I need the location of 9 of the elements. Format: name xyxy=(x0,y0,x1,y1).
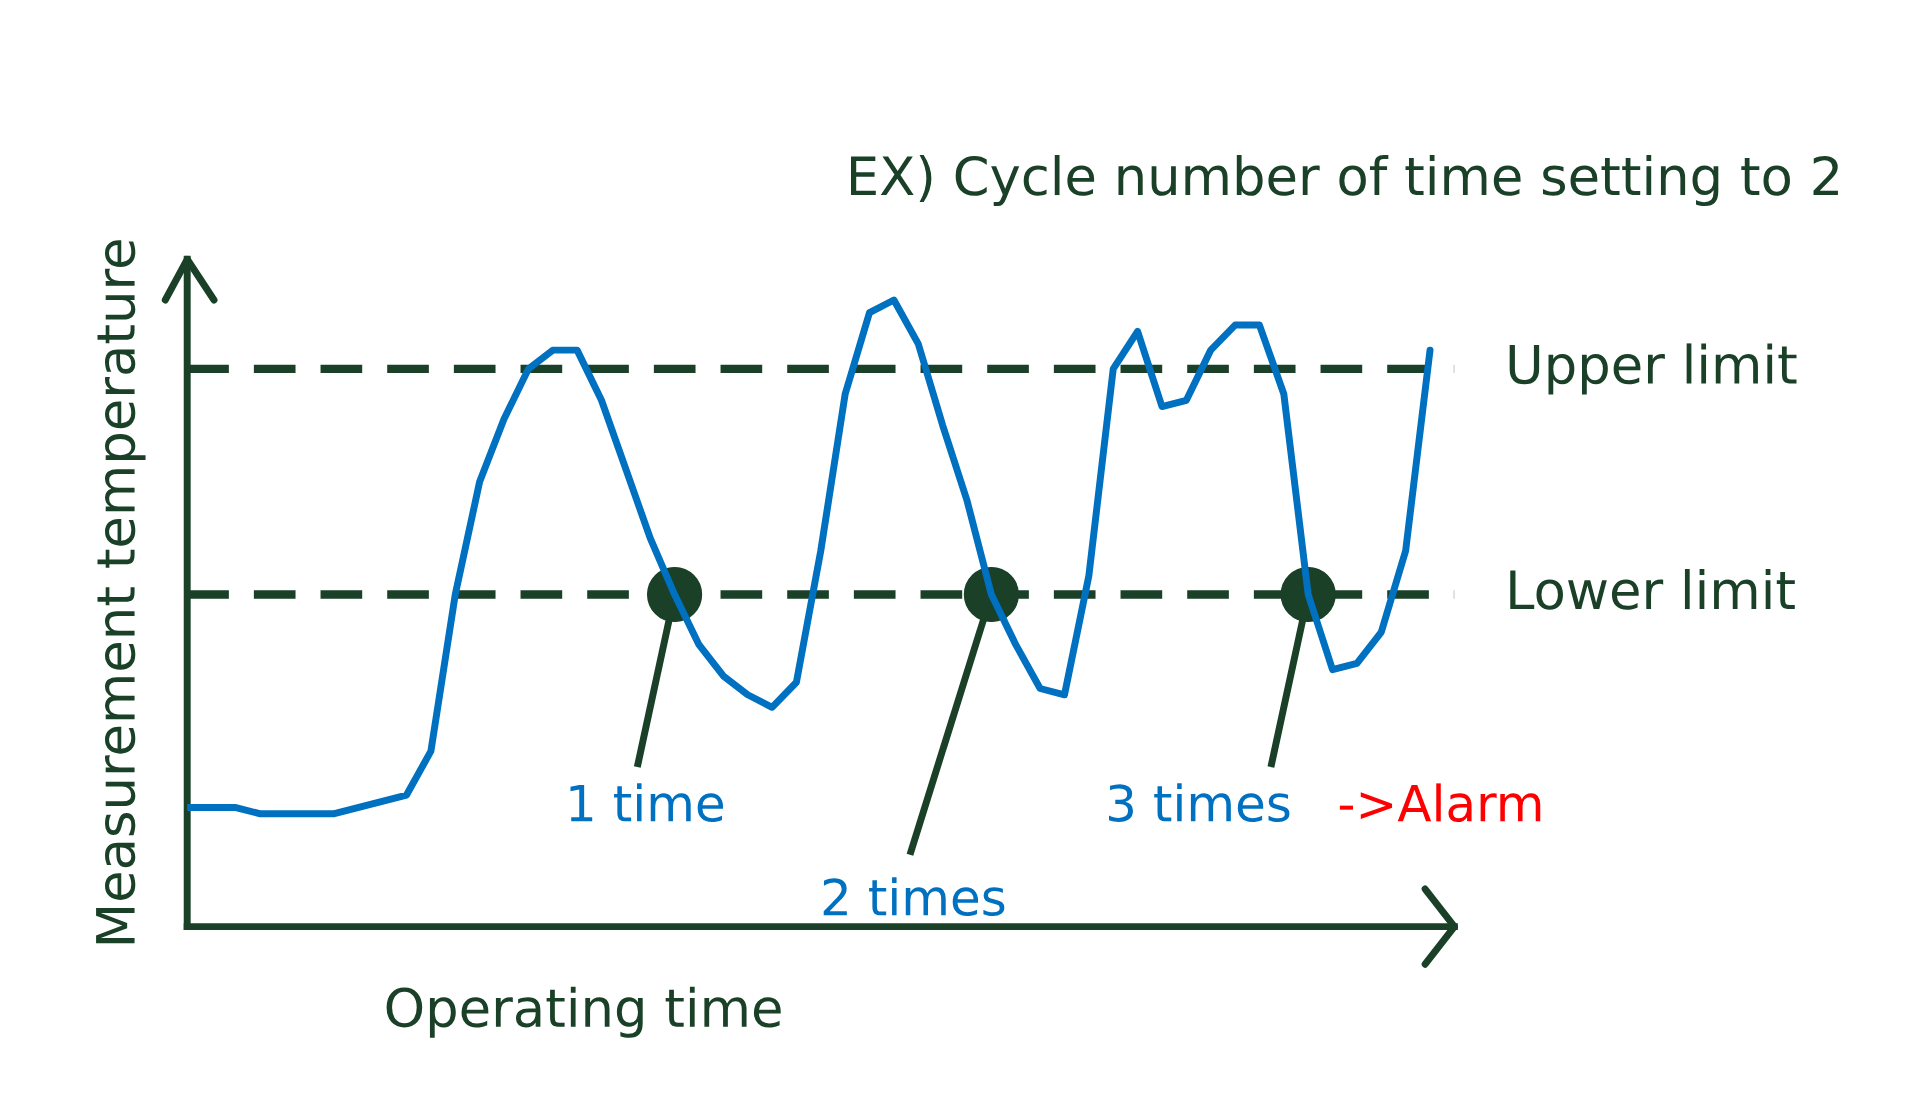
x-axis-title: Operating time xyxy=(386,986,781,1038)
y-axis-title: Measurement temperature xyxy=(96,240,146,944)
annotation: 1 time xyxy=(570,783,724,823)
chart-title: EX) Cycle number of time setting to 2 xyxy=(851,154,1838,207)
annotation: ->Alarm xyxy=(1339,783,1541,823)
ref-line-label: Upper limit xyxy=(1509,343,1797,395)
annotation: 2 times xyxy=(823,877,1005,917)
ref-line-label: Lower limit xyxy=(1510,568,1795,610)
annotation: 3 times xyxy=(1108,783,1290,823)
